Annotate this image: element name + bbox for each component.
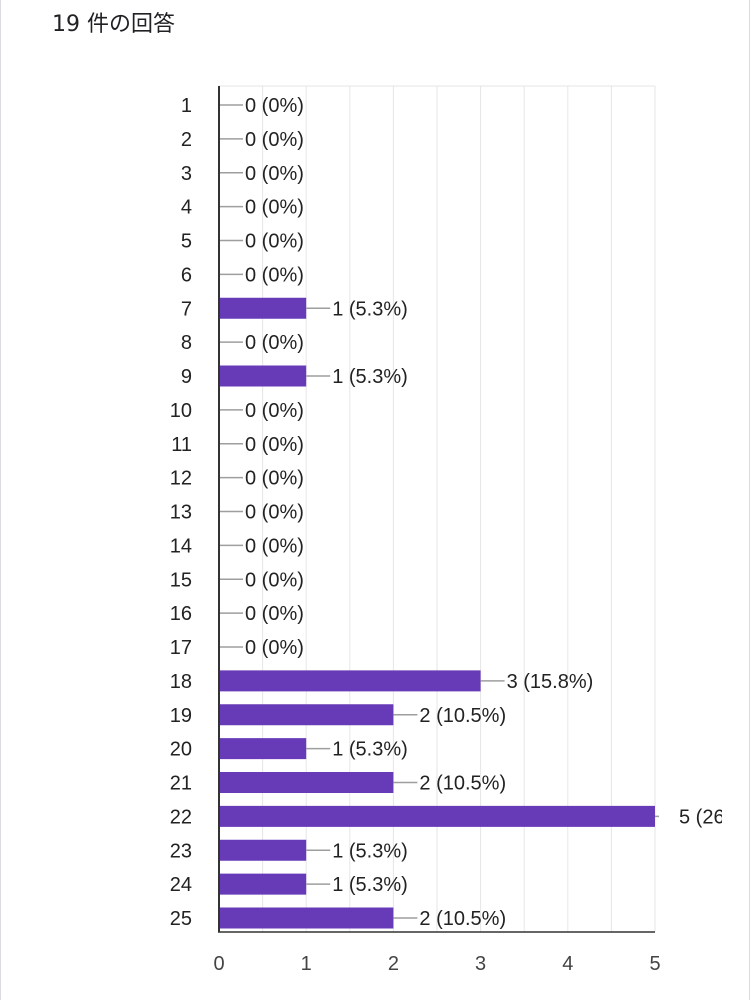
data-label: 0 (0%) — [245, 95, 304, 117]
y-tick-label: 24 — [170, 874, 192, 896]
y-tick-label: 8 — [181, 332, 192, 354]
bar — [219, 704, 394, 726]
bar — [219, 670, 481, 692]
y-tick-label: 6 — [181, 264, 192, 286]
data-label: 2 (10.5%) — [419, 908, 506, 930]
x-tick-label: 2 — [388, 953, 399, 975]
data-label: 0 (0%) — [245, 264, 304, 286]
y-tick-label: 12 — [170, 468, 192, 490]
data-label: 1 (5.3%) — [332, 874, 408, 896]
response-count: 19 件の回答 — [52, 12, 175, 37]
data-label: 0 (0%) — [245, 637, 304, 659]
data-label: 0 (0%) — [245, 569, 304, 591]
x-tick-label: 4 — [562, 953, 573, 975]
y-tick-label: 4 — [181, 197, 192, 219]
y-tick-label: 19 — [170, 705, 192, 727]
data-label: 0 (0%) — [245, 231, 304, 253]
x-tick-label: 5 — [649, 953, 660, 975]
y-tick-label: 25 — [170, 908, 192, 930]
y-tick-label: 17 — [170, 637, 192, 659]
data-label: 1 (5.3%) — [332, 298, 408, 320]
data-label: 0 (0%) — [245, 197, 304, 219]
bar — [219, 873, 307, 895]
bar — [219, 738, 307, 760]
data-label: 5 (26.3%) — [679, 806, 750, 828]
data-label: 0 (0%) — [245, 434, 304, 456]
x-tick-label: 3 — [475, 953, 486, 975]
y-tick-label: 3 — [181, 163, 192, 185]
y-tick-label: 14 — [170, 535, 192, 557]
data-label: 3 (15.8%) — [507, 671, 594, 693]
bar — [219, 907, 394, 929]
x-tick-label: 0 — [213, 953, 224, 975]
bar — [219, 839, 307, 861]
data-label: 1 (5.3%) — [332, 840, 408, 862]
data-label: 0 (0%) — [245, 129, 304, 151]
y-tick-label: 21 — [170, 773, 192, 795]
data-label: 0 (0%) — [245, 502, 304, 524]
card-border-left — [0, 0, 1, 1000]
y-tick-label: 2 — [181, 129, 192, 151]
data-label: 0 (0%) — [245, 400, 304, 422]
y-tick-label: 9 — [181, 366, 192, 388]
data-label: 0 (0%) — [245, 332, 304, 354]
y-tick-label: 16 — [170, 603, 192, 625]
bars-group: 0 (0%) 0 (0%) 0 (0%) 0 (0%) 0 (0%) 0 (0%) 1 (5… — [219, 95, 750, 930]
data-label: 0 (0%) — [245, 468, 304, 490]
y-tick-label: 20 — [170, 739, 192, 761]
y-tick-label: 22 — [170, 806, 192, 828]
y-tick-label: 11 — [171, 434, 192, 456]
y-tick-label: 23 — [170, 840, 192, 862]
data-label: 1 (5.3%) — [332, 739, 408, 761]
bar — [219, 297, 307, 319]
data-label: 2 (10.5%) — [419, 773, 506, 795]
bar — [219, 805, 655, 827]
data-label: 0 (0%) — [245, 163, 304, 185]
y-tick-label: 7 — [181, 298, 192, 320]
data-label: 0 (0%) — [245, 603, 304, 625]
x-tick-label: 1 — [301, 953, 312, 975]
y-tick-label: 13 — [170, 502, 192, 524]
data-label: 0 (0%) — [245, 535, 304, 557]
y-tick-label: 18 — [170, 671, 192, 693]
bar — [219, 365, 307, 387]
bar — [219, 772, 394, 793]
data-label: 2 (10.5%) — [419, 705, 506, 727]
y-tick-label: 1 — [181, 95, 192, 117]
y-tick-label: 15 — [170, 569, 192, 591]
y-tick-label: 5 — [181, 231, 192, 253]
y-tick-label: 10 — [170, 400, 192, 422]
data-label: 1 (5.3%) — [332, 366, 408, 388]
